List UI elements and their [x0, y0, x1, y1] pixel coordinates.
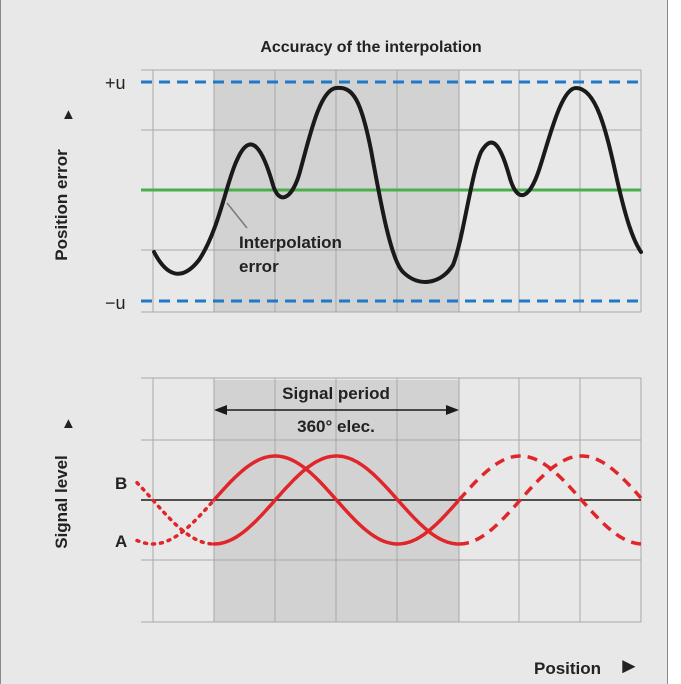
x-axis-arrow: ►	[618, 653, 640, 678]
top-chart: Accuracy of the interpolation +u −u Inte…	[52, 39, 641, 313]
x-axis-label: Position	[534, 659, 601, 678]
annotation-line-2: error	[239, 257, 279, 276]
signal-period-value: 360° elec.	[297, 417, 375, 436]
upper-limit-label: +u	[105, 73, 126, 93]
bottom-y-axis-label: Signal level	[52, 455, 71, 549]
top-y-axis-arrow: ▲	[61, 106, 76, 123]
lower-limit-label: −u	[105, 293, 126, 313]
bottom-chart: Signal period 360° elec. B A Signal leve…	[52, 378, 641, 622]
top-chart-title: Accuracy of the interpolation	[260, 39, 481, 56]
bottom-y-axis-label-group: Signal level ▲	[52, 415, 76, 549]
annotation-line-1: Interpolation	[239, 233, 342, 252]
series-label-a: A	[115, 532, 127, 551]
signal-period-label: Signal period	[282, 384, 390, 403]
top-y-axis-label-group: Position error ▲	[52, 106, 76, 261]
top-y-axis-label: Position error	[52, 149, 71, 261]
series-label-b: B	[115, 474, 127, 493]
bottom-y-axis-arrow: ▲	[61, 415, 76, 432]
